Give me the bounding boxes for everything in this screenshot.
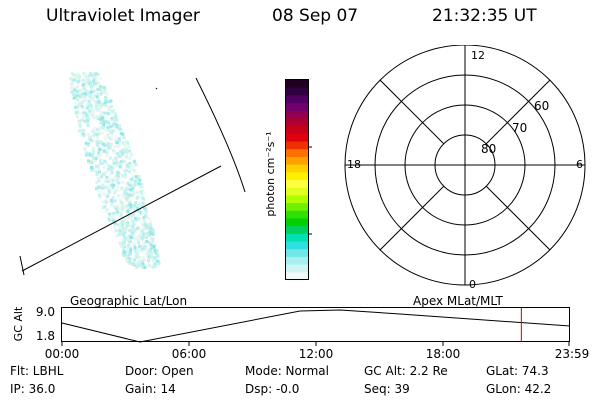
mlt-label-12: 12	[471, 49, 485, 62]
color-scale-step	[286, 164, 308, 173]
color-scale-step	[286, 226, 308, 235]
color-scale-step	[286, 218, 308, 227]
color-scale-step	[286, 149, 308, 158]
color-scale-step	[286, 264, 308, 273]
gc-alt-readout: GC Alt: 2.2 Re	[364, 364, 448, 378]
color-scale-frame	[285, 79, 309, 280]
glat-readout: GLat: 74.3	[486, 364, 549, 378]
polar-mlt-plot: 12 18 6 0 60 70 80	[344, 45, 586, 290]
color-scale-step	[286, 103, 308, 112]
color-scale-gradient	[286, 80, 308, 281]
gain-readout: Gain: 14	[125, 382, 176, 396]
color-scale-step	[286, 249, 308, 258]
color-scale-step	[286, 172, 308, 181]
dsp-readout: Dsp: -0.0	[245, 382, 300, 396]
filter-readout: Flt: LBHL	[10, 364, 64, 378]
glon-readout: GLon: 42.2	[486, 382, 552, 396]
color-scale-step	[286, 141, 308, 150]
seq-readout: Seq: 39	[364, 382, 410, 396]
color-scale-step	[286, 156, 308, 166]
timeline-frame	[61, 307, 570, 342]
polar-spoke-se	[485, 185, 551, 251]
earth-limb-fragment	[19, 255, 25, 276]
orbit-altitude-timeline: GC Alt 9.0 1.8 00:00 06:00 12:00 18:00 2…	[12, 306, 590, 361]
color-scale-step	[286, 110, 308, 119]
color-scale-bar: photon cm⁻²s⁻¹ 100 10	[264, 79, 312, 281]
xtick-label-2359: 23:59	[555, 347, 590, 361]
date-label: 08 Sep 07	[272, 6, 359, 26]
door-readout: Door: Open	[125, 364, 194, 378]
polar-spoke-sw	[379, 185, 445, 251]
polar-spoke-nw	[379, 79, 445, 145]
lat-label-70: 70	[512, 121, 527, 135]
color-scale-label: photon cm⁻²s⁻¹	[264, 131, 277, 216]
altitude-curve	[61, 309, 571, 343]
color-scale-step	[286, 187, 308, 196]
auroral-emission-image	[69, 72, 161, 270]
xtick-label-1200: 12:00	[299, 347, 334, 361]
xtick-label-0600: 06:00	[172, 347, 207, 361]
color-scale-step	[286, 272, 308, 281]
geographic-image-panel	[19, 72, 246, 276]
color-scale-step	[286, 180, 308, 189]
color-scale-step	[286, 195, 308, 204]
color-scale-step	[286, 87, 308, 96]
color-scale-step	[286, 80, 308, 89]
xtick-label-0000: 00:00	[45, 347, 80, 361]
color-scale-step	[286, 210, 308, 219]
color-scale-step	[286, 241, 308, 250]
lat-label-60: 60	[534, 99, 549, 113]
earth-limb-arc	[195, 77, 246, 193]
color-scale-step	[286, 203, 308, 212]
color-scale-step	[286, 95, 308, 104]
geographic-caption: Geographic Lat/Lon	[70, 294, 188, 308]
color-scale-step	[286, 256, 308, 266]
ip-readout: IP: 36.0	[10, 382, 56, 396]
mlt-label-0: 0	[469, 278, 476, 290]
instrument-title: Ultraviolet Imager	[46, 6, 200, 26]
xtick-label-1800: 18:00	[426, 347, 461, 361]
polar-spoke-ne	[485, 79, 551, 145]
mlt-label-18: 18	[347, 158, 361, 171]
timeline-ymax: 9.0	[36, 306, 55, 319]
color-scale-step	[286, 126, 308, 135]
latitude-grid-line	[21, 165, 222, 272]
time-label: 21:32:35 UT	[432, 6, 537, 26]
lat-label-80: 80	[481, 142, 496, 156]
mode-readout: Mode: Normal	[245, 364, 329, 378]
color-scale-step	[286, 233, 308, 243]
mlt-label-6: 6	[576, 158, 583, 171]
apex-caption: Apex MLat/MLT	[413, 294, 503, 308]
timeline-ylabel: GC Alt	[12, 306, 25, 341]
limb-marker-dot	[155, 87, 158, 90]
color-scale-step	[286, 118, 308, 127]
color-scale-step	[286, 133, 308, 143]
timeline-ymin: 1.8	[36, 329, 55, 343]
